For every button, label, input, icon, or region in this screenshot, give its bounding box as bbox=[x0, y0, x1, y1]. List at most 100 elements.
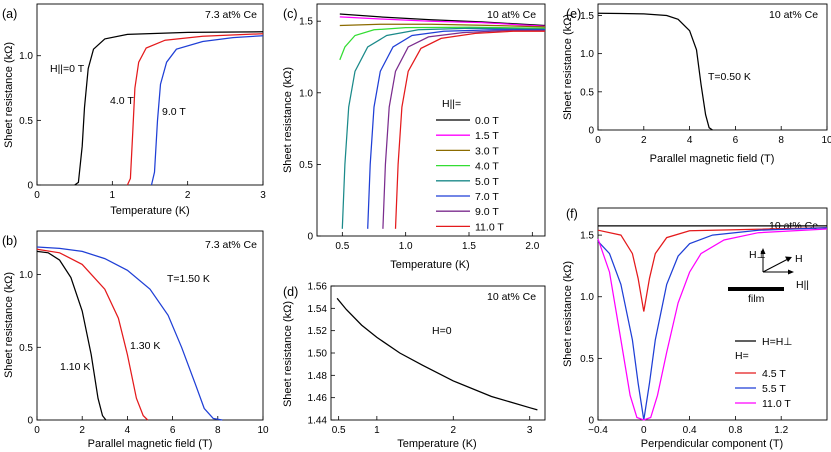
x-tick-label: −0.4 bbox=[588, 425, 608, 436]
panel-d-frame bbox=[330, 285, 546, 421]
y-tick-label: 1.5 bbox=[580, 11, 594, 22]
panel-b-frame bbox=[36, 230, 264, 421]
panel-a-x-title: Temperature (K) bbox=[110, 205, 189, 217]
x-tick-label: 0 bbox=[641, 425, 647, 436]
panel-e-curves bbox=[597, 12, 713, 131]
x-tick-label: 1.2 bbox=[774, 425, 788, 436]
inset-film: film bbox=[748, 293, 765, 305]
panel-f-legend: H=H⊥ H= 4.5 T 5.5 T 11.0 T bbox=[735, 336, 792, 410]
panel-f-y-title: Sheet resistance (kΩ) bbox=[562, 261, 574, 367]
x-tick-label: 2 bbox=[185, 190, 191, 201]
y-tick-label: 0.5 bbox=[19, 116, 33, 127]
x-tick-label: 1 bbox=[374, 425, 380, 436]
annotation-0.50K: T=0.50 K bbox=[708, 71, 751, 83]
h-par-arrowhead bbox=[788, 269, 794, 275]
panel-b-corner-text: 7.3 at% Ce bbox=[205, 239, 257, 251]
series-f-11.0T bbox=[597, 228, 828, 421]
series-c-0.0T bbox=[339, 13, 546, 27]
panel-e-x-ticks: 0 2 4 6 8 10 bbox=[595, 126, 831, 146]
panel-a-label: (a) bbox=[2, 7, 17, 21]
x-tick-label: 3 bbox=[527, 425, 533, 436]
series-b-1.10K bbox=[36, 250, 107, 421]
panel-d-y-ticks: 1.44 1.46 1.48 1.50 1.52 1.54 1.56 bbox=[308, 282, 335, 427]
y-tick-label: 0 bbox=[27, 181, 33, 192]
y-tick-label: 1.0 bbox=[19, 270, 33, 281]
x-tick-label: 6 bbox=[733, 135, 739, 146]
panel-c-corner-text: 10 at% Ce bbox=[487, 9, 536, 21]
legend-label-5.5T: 5.5 T bbox=[762, 383, 786, 395]
panel-c-y-ticks: 0 0.5 1.0 1.5 bbox=[299, 17, 321, 243]
panel-c-curves bbox=[339, 13, 546, 229]
series-c-11.0T bbox=[394, 30, 545, 229]
annotation-1.10K: 1.10 K bbox=[60, 361, 90, 373]
series-c-3.0T bbox=[339, 23, 546, 28]
panel-d-x-ticks: 0.5 1 2 3 bbox=[332, 416, 533, 436]
panel-f-curves bbox=[597, 225, 828, 421]
y-tick-label: 1.50 bbox=[308, 349, 328, 360]
legend-label-7.0T: 7.0 T bbox=[475, 191, 499, 203]
y-tick-label: 0 bbox=[307, 232, 313, 243]
panel-d-curves bbox=[336, 297, 538, 411]
x-tick-label: 0.4 bbox=[683, 425, 697, 436]
panel-f-y-ticks: 0 0.5 1.0 1.5 bbox=[580, 231, 602, 427]
panel-c-x-title: Temperature (K) bbox=[390, 259, 469, 271]
y-tick-label: 1.0 bbox=[19, 51, 33, 62]
x-tick-label: 1.0 bbox=[399, 241, 413, 252]
series-c-5.0T bbox=[341, 27, 546, 229]
x-tick-label: 0.5 bbox=[335, 241, 349, 252]
film-bar bbox=[728, 287, 784, 291]
y-tick-label: 0.5 bbox=[299, 160, 313, 171]
legend-label-5.0T: 5.0 T bbox=[475, 176, 499, 188]
legend-label-4.0T: 4.0 T bbox=[475, 161, 499, 173]
x-tick-label: 6 bbox=[170, 425, 176, 436]
panel-b-label: (b) bbox=[2, 234, 17, 248]
x-tick-label: 10 bbox=[821, 135, 831, 146]
legend-label-11.0T: 11.0 T bbox=[762, 398, 791, 410]
panel-a-y-title: Sheet resistance (kΩ) bbox=[3, 42, 15, 148]
legend-label-4.5T: 4.5 T bbox=[762, 368, 786, 380]
series-c-9.0T bbox=[382, 29, 545, 229]
annotation-0T: H||=0 T bbox=[50, 63, 85, 75]
y-tick-label: 1.48 bbox=[308, 371, 328, 382]
annotation-H0: H=0 bbox=[432, 325, 452, 337]
y-tick-label: 1.5 bbox=[299, 17, 313, 28]
panel-f-x-ticks: −0.4 0 0.4 0.8 1.2 bbox=[588, 416, 789, 436]
x-tick-label: 0 bbox=[34, 425, 40, 436]
panel-c-x-ticks: 0.5 1.0 1.5 2.0 bbox=[335, 232, 540, 252]
series-b-1.50K bbox=[36, 246, 223, 421]
panel-d-label: (d) bbox=[283, 285, 298, 299]
series-e-0.50K bbox=[597, 12, 713, 131]
x-tick-label: 2 bbox=[451, 425, 457, 436]
annotation-1.30K: 1.30 K bbox=[130, 340, 160, 352]
series-a-0T bbox=[74, 31, 264, 186]
x-tick-label: 2 bbox=[641, 135, 647, 146]
panel-d-x-title: Temperature (K) bbox=[397, 438, 476, 450]
y-tick-label: 1.0 bbox=[580, 292, 594, 303]
panel-c-frame bbox=[316, 3, 546, 237]
x-tick-label: 8 bbox=[778, 135, 784, 146]
panel-c: (c) 10 at% Ce 0.5 1.0 1.5 2.0 0 0.5 1.0 1.5 H|… bbox=[282, 3, 546, 271]
panel-a-frame bbox=[36, 3, 264, 186]
inset-h: H bbox=[795, 253, 803, 265]
x-tick-label: 8 bbox=[215, 425, 221, 436]
series-f-4.5T bbox=[597, 227, 828, 312]
panel-e-frame bbox=[597, 3, 828, 131]
legend-title: H= bbox=[735, 350, 749, 362]
panel-b-x-ticks: 0 2 4 6 8 10 bbox=[34, 416, 269, 436]
panel-c-label: (c) bbox=[283, 7, 298, 21]
x-tick-label: 0.5 bbox=[332, 425, 346, 436]
inset-h-perp: H⊥ bbox=[749, 249, 766, 261]
h-perp-arrowhead bbox=[760, 248, 766, 254]
series-f-5.5T bbox=[597, 227, 828, 421]
series-c-1.5T bbox=[339, 16, 546, 27]
panel-d-y-title: Sheet resistance (kΩ) bbox=[282, 301, 294, 407]
y-tick-label: 1.54 bbox=[308, 304, 328, 315]
h-arrow bbox=[762, 258, 789, 273]
y-tick-label: 0 bbox=[588, 126, 594, 137]
y-tick-label: 0 bbox=[588, 416, 594, 427]
y-tick-label: 1.0 bbox=[299, 88, 313, 99]
panel-f-x-title: Perpendicular component (T) bbox=[641, 438, 783, 450]
panel-e-y-ticks: 0 0.5 1.0 1.5 bbox=[580, 11, 602, 137]
panel-b-y-title: Sheet resistance (kΩ) bbox=[3, 272, 15, 378]
y-tick-label: 1.46 bbox=[308, 393, 328, 404]
